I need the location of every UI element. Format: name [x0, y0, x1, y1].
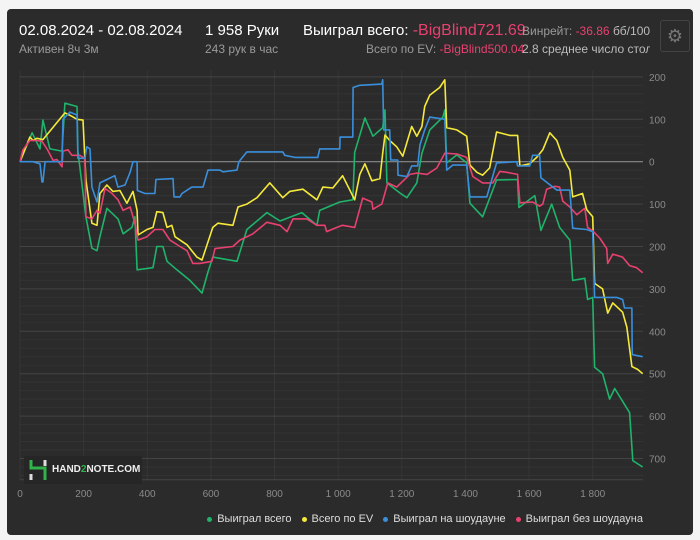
- legend-item-ev-total[interactable]: Всего по EV: [301, 513, 373, 525]
- y-tick-label: 100: [649, 200, 666, 211]
- series-line-3: [19, 139, 644, 274]
- x-tick-label: 800: [266, 489, 283, 500]
- x-tick-label: 0: [17, 489, 23, 500]
- y-tick-label: 100: [649, 115, 666, 126]
- winrate-value: -36.86: [575, 24, 610, 38]
- ev-total-value: -BigBlind500.04: [439, 42, 525, 56]
- gear-icon: ⚙: [666, 26, 684, 46]
- hand2note-logo-icon: [29, 460, 47, 480]
- watermark-text: HAND2NOTE.COM: [52, 464, 141, 475]
- hands-per-hour: 243 рук в час: [205, 42, 279, 56]
- y-tick-label: 0: [649, 158, 655, 169]
- settings-button[interactable]: ⚙: [660, 20, 690, 52]
- hands-count: 1 958 Руки: [205, 22, 280, 39]
- x-tick-label: 1 200: [389, 489, 414, 500]
- series-line-0: [19, 102, 644, 468]
- y-tick-label: 200: [649, 242, 666, 253]
- y-tick-label: 400: [649, 327, 666, 338]
- chart-legend: Выиграл всего Всего по EV Выиграл на шоу…: [207, 513, 643, 525]
- x-tick-label: 600: [203, 489, 220, 500]
- active-time: Активен 8ч 3м: [19, 42, 99, 56]
- y-tick-label: 700: [649, 454, 666, 465]
- y-tick-label: 300: [649, 285, 666, 296]
- date-range: 02.08.2024 - 02.08.2024: [19, 22, 183, 39]
- ev-total: Всего по EV: -BigBlind500.04: [366, 42, 524, 56]
- y-tick-label: 600: [649, 412, 666, 423]
- ev-total-label: Всего по EV:: [366, 42, 437, 56]
- winrate: Винрейт: -36.86 бб/100: [522, 24, 650, 38]
- x-tick-label: 1 400: [453, 489, 478, 500]
- won-total-value: -BigBlind721.69: [412, 22, 526, 39]
- winrate-label: Винрейт:: [522, 24, 573, 38]
- x-tick-label: 1 000: [326, 489, 351, 500]
- x-tick-label: 1 800: [580, 489, 605, 500]
- avg-tables: 2.8 среднее число столо: [522, 42, 650, 56]
- x-tick-label: 1 600: [517, 489, 542, 500]
- won-total: Выиграл всего: -BigBlind721.69: [303, 22, 526, 40]
- legend-item-won-total[interactable]: Выиграл всего: [207, 513, 292, 525]
- x-tick-label: 200: [75, 489, 92, 500]
- y-tick-label: 500: [649, 370, 666, 381]
- legend-item-non-showdown[interactable]: Выиграл без шоудауна: [515, 513, 643, 525]
- legend-item-showdown[interactable]: Выиграл на шоудауне: [383, 513, 506, 525]
- watermark-logo: HAND2NOTE.COM: [24, 456, 142, 484]
- series-line-2: [20, 79, 643, 358]
- series-line-1: [19, 79, 644, 375]
- y-tick-label: 200: [649, 73, 666, 84]
- winrate-unit: бб/100: [612, 24, 651, 38]
- won-total-label: Выиграл всего:: [303, 22, 409, 39]
- x-tick-label: 400: [139, 489, 156, 500]
